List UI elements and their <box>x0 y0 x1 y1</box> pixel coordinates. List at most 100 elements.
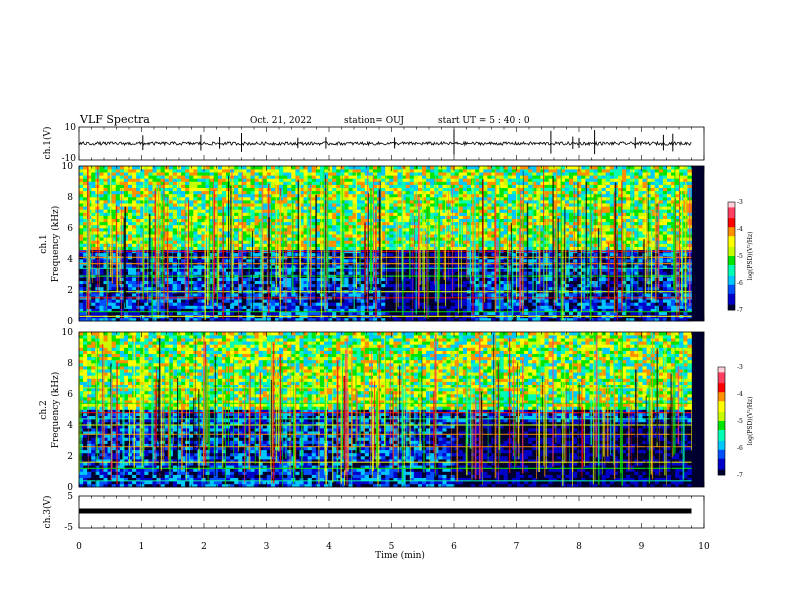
spectrogram-cell <box>156 293 161 297</box>
spectrogram-cell <box>234 184 239 188</box>
spectrogram-cell <box>246 228 251 232</box>
spectrogram-cell <box>79 224 84 229</box>
spectrogram-cell <box>238 280 243 285</box>
spectrogram-cell <box>389 172 394 176</box>
spectrogram-cell <box>107 215 112 219</box>
spectrogram-cell <box>311 302 317 306</box>
spectrogram-cell <box>279 178 284 182</box>
spectrogram-cell <box>79 259 84 263</box>
spectrogram-cell <box>242 193 247 198</box>
spectrogram-cell <box>246 246 251 250</box>
spectrogram-cell <box>381 302 386 306</box>
spectrogram-cell <box>193 283 198 288</box>
spectrogram-cell <box>311 181 317 185</box>
spectrogram-cell <box>234 317 239 322</box>
spectrogram-cell <box>262 259 268 263</box>
spectrogram-cell <box>168 193 174 198</box>
spectrogram-cell <box>393 240 398 244</box>
spectrogram-cell <box>462 200 468 204</box>
spectrogram-cell <box>213 240 219 244</box>
spectrogram-cell <box>172 302 178 306</box>
spectrogram-cell <box>128 187 133 192</box>
spectrogram-cell <box>136 187 141 192</box>
spectrogram-cell <box>262 184 268 188</box>
spectrogram-cell <box>266 178 272 182</box>
spectrogram-cell <box>221 243 227 247</box>
spectrogram-cell <box>213 293 219 297</box>
spectrogram-cell <box>332 187 337 192</box>
spectrogram-cell <box>364 169 370 173</box>
spectrogram-cell <box>458 215 464 219</box>
spectrogram-cell <box>328 221 333 226</box>
spectrogram-cell <box>450 299 455 303</box>
spectrogram-cell <box>417 181 423 185</box>
spectrogram-cell <box>348 259 353 263</box>
spectrogram-cell <box>303 175 308 179</box>
spectrogram-cell <box>381 203 386 207</box>
spectrogram-cell <box>242 302 247 306</box>
spectrogram-cell <box>430 246 435 250</box>
spectrogram-cell <box>103 277 108 281</box>
spectrogram-cell <box>132 190 137 195</box>
spectrogram-cell <box>136 206 141 210</box>
spectrogram-cell <box>385 181 390 185</box>
spectrogram-cell <box>254 302 259 306</box>
spectrogram-cell <box>144 193 149 198</box>
spectrogram-cell <box>344 221 349 226</box>
spectrogram-cell <box>426 169 431 173</box>
spectrogram-cell <box>217 305 223 309</box>
spectrogram-cell <box>454 184 460 188</box>
spectrogram-cell <box>462 286 468 291</box>
spectrogram-cell <box>132 178 137 182</box>
spectrogram-cell <box>234 224 239 229</box>
spectrogram-cell <box>385 175 390 179</box>
spectrogram-cell <box>258 293 264 297</box>
spectrogram-cell <box>275 231 280 235</box>
spectrogram-cell <box>123 206 129 210</box>
spectrogram-cell <box>209 271 215 275</box>
spectrogram-cell <box>254 209 259 213</box>
spectrogram-cell <box>136 317 141 322</box>
spectrogram-cell <box>181 268 186 272</box>
spectrogram-cell <box>99 175 104 179</box>
spectrogram-cell <box>262 203 268 207</box>
spectrogram-cell <box>132 280 137 285</box>
spectrogram-cell <box>217 299 223 303</box>
spectrogram-cell <box>409 280 415 285</box>
spectrogram-cell <box>99 286 104 291</box>
spectrogram-cell <box>348 305 353 309</box>
spectrogram-cell <box>83 243 88 247</box>
spectrogram-cell <box>111 197 117 201</box>
spectrogram-cell <box>209 293 215 297</box>
spectrogram-cell <box>360 193 366 198</box>
spectrogram-cell <box>242 252 247 257</box>
spectrogram-cell <box>258 283 264 288</box>
spectrogram-cell <box>168 206 174 210</box>
spectrogram-cell <box>344 166 349 170</box>
spectrogram-cell <box>156 178 161 182</box>
spectrogram-cell <box>152 293 157 297</box>
spectrogram-cell <box>336 190 341 195</box>
spectrogram-cell <box>242 203 247 207</box>
spectrogram-cell <box>250 184 255 188</box>
spectrogram-cell <box>148 286 153 291</box>
spectrogram-cell <box>397 184 402 188</box>
spectrogram-cell <box>238 175 243 179</box>
spectrogram-cell <box>79 218 84 223</box>
spectrogram-cell <box>193 197 198 201</box>
spectrogram-cell <box>132 317 137 322</box>
spectrogram-cell <box>132 311 137 316</box>
spectrogram-cell <box>275 169 280 173</box>
spectrogram-cell <box>144 200 149 204</box>
spectrogram-cell <box>213 212 219 216</box>
spectrogram-cell <box>201 311 206 316</box>
spectrogram-cell <box>99 277 104 281</box>
spectrogram-cell <box>262 243 268 247</box>
spectrogram-cell <box>213 302 219 306</box>
spectrogram-cell <box>181 286 186 291</box>
spectrogram-cell <box>148 268 153 272</box>
spectrogram-cell <box>221 190 227 195</box>
spectrogram-cell <box>205 172 210 176</box>
spectrogram-cell <box>87 175 92 179</box>
spectrogram-cell <box>348 237 353 241</box>
